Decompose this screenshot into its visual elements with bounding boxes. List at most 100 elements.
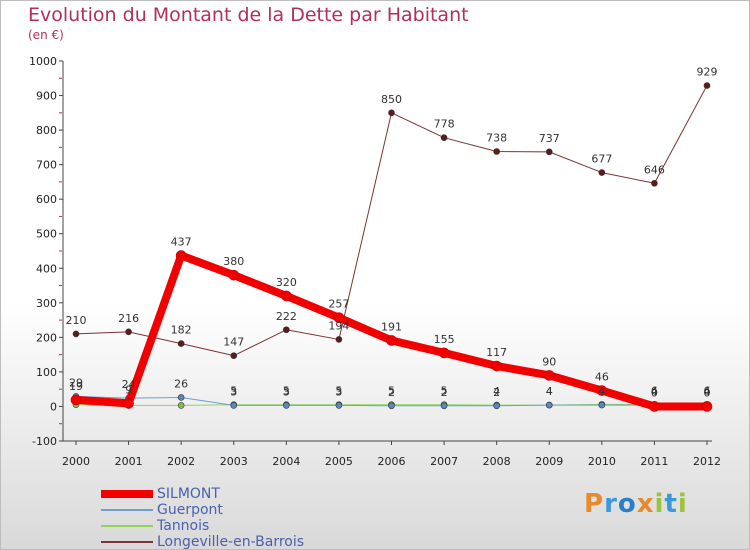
data-label: 0 [704,386,711,399]
data-point-longeville-en-barrois [703,82,711,89]
data-point-silmont [438,347,450,359]
data-label: 2 [441,386,448,399]
data-label: 5 [441,385,448,398]
logo-letter: o [617,489,637,519]
data-point-guerpont [283,402,290,409]
data-label: 437 [171,235,192,248]
data-point-longeville-en-barrois [72,330,80,338]
data-label: 850 [381,93,402,106]
y-tick-label: 0 [50,400,57,413]
data-point-guerpont [598,401,606,409]
data-point-longeville-en-barrois [230,352,238,359]
data-label: 2 [493,386,500,399]
data-point-silmont [649,401,660,412]
data-label: 778 [434,118,455,131]
x-tick-label: 2010 [588,455,616,468]
data-label: 6 [651,384,658,397]
data-point-silmont [175,250,187,261]
data-point-silmont [386,335,397,346]
data-label: 24 [122,378,136,391]
x-tick-label: 2009 [535,455,563,468]
logo-letter: P [584,489,605,519]
legend-label: SILMONT [157,486,220,502]
data-point-longeville-en-barrois [283,326,290,334]
data-label: 4 [546,385,553,398]
data-point-longeville-en-barrois [177,340,185,347]
y-tick-label: 900 [36,90,57,103]
logo-letter: t [664,489,678,519]
data-label: 4 [546,385,553,398]
data-label: 4 [704,385,711,398]
data-label: 216 [118,312,139,325]
data-label: 29 [69,376,83,389]
y-tick-label: 300 [36,297,57,310]
x-tick-label: 2002 [167,455,195,468]
data-label: 90 [542,355,556,368]
x-tick-label: 2012 [693,455,721,468]
y-tick-label: 400 [36,262,57,275]
data-label: 4 [598,385,605,398]
data-label: 194 [328,319,349,332]
data-point-longeville-en-barrois [125,328,132,336]
x-tick-label: 2003 [220,455,248,468]
x-tick-label: 2004 [272,455,300,468]
data-label: 117 [486,346,507,359]
y-tick-label: 600 [36,193,57,206]
data-label: 320 [276,276,297,289]
data-label: 737 [539,132,560,145]
data-label: 3 [335,385,342,398]
data-point-guerpont [545,401,553,409]
data-label: 5 [388,385,395,398]
y-tick-label: 800 [36,124,57,137]
logo-letter: r [604,489,618,519]
data-point-silmont [281,290,292,302]
data-label: 3 [230,385,237,398]
data-label: 380 [223,255,244,268]
data-point-longeville-en-barrois [651,179,658,187]
data-point-tannois [177,402,185,409]
data-point-silmont [228,269,240,281]
legend-swatch [101,525,153,527]
data-point-longeville-en-barrois [388,109,395,117]
x-tick-label: 2006 [378,455,406,468]
data-label: 738 [486,132,507,145]
data-point-silmont [491,360,502,372]
data-label: 646 [644,163,665,176]
data-point-guerpont [440,402,448,410]
data-point-longeville-en-barrois [493,148,500,155]
data-label: 9 [125,383,132,396]
data-label: 147 [223,336,244,349]
data-label: 257 [328,298,349,311]
y-tick-label: -100 [32,435,57,448]
data-label: 5 [283,385,290,398]
x-tick-label: 2007 [430,455,458,468]
x-tick-label: 2000 [62,455,90,468]
data-label: 6 [704,384,711,397]
x-tick-label: 2005 [325,455,353,468]
data-label: 155 [434,333,455,346]
data-point-guerpont [335,402,343,409]
data-label: 222 [276,310,297,323]
x-tick-label: 2011 [640,455,668,468]
logo-letter: i [654,489,665,519]
y-tick-label: 200 [36,331,57,344]
data-label: 929 [697,66,718,79]
y-tick-label: 700 [36,159,57,172]
x-tick-label: 2001 [115,455,143,468]
data-label: 3 [283,385,290,398]
data-label: 191 [381,320,402,333]
logo-letter: x [636,489,655,519]
data-label: 677 [591,153,612,166]
legend-swatch [101,509,153,511]
data-point-silmont [701,401,713,412]
chart-title: Evolution du Montant de la Dette par Hab… [28,4,469,26]
y-tick-label: 500 [36,228,57,241]
data-label: 46 [595,371,609,384]
data-point-silmont [123,398,134,409]
data-label: 5 [230,385,237,398]
chart-unit-label: (en €) [28,28,64,42]
data-point-guerpont [177,394,185,401]
data-point-guerpont [230,402,238,409]
